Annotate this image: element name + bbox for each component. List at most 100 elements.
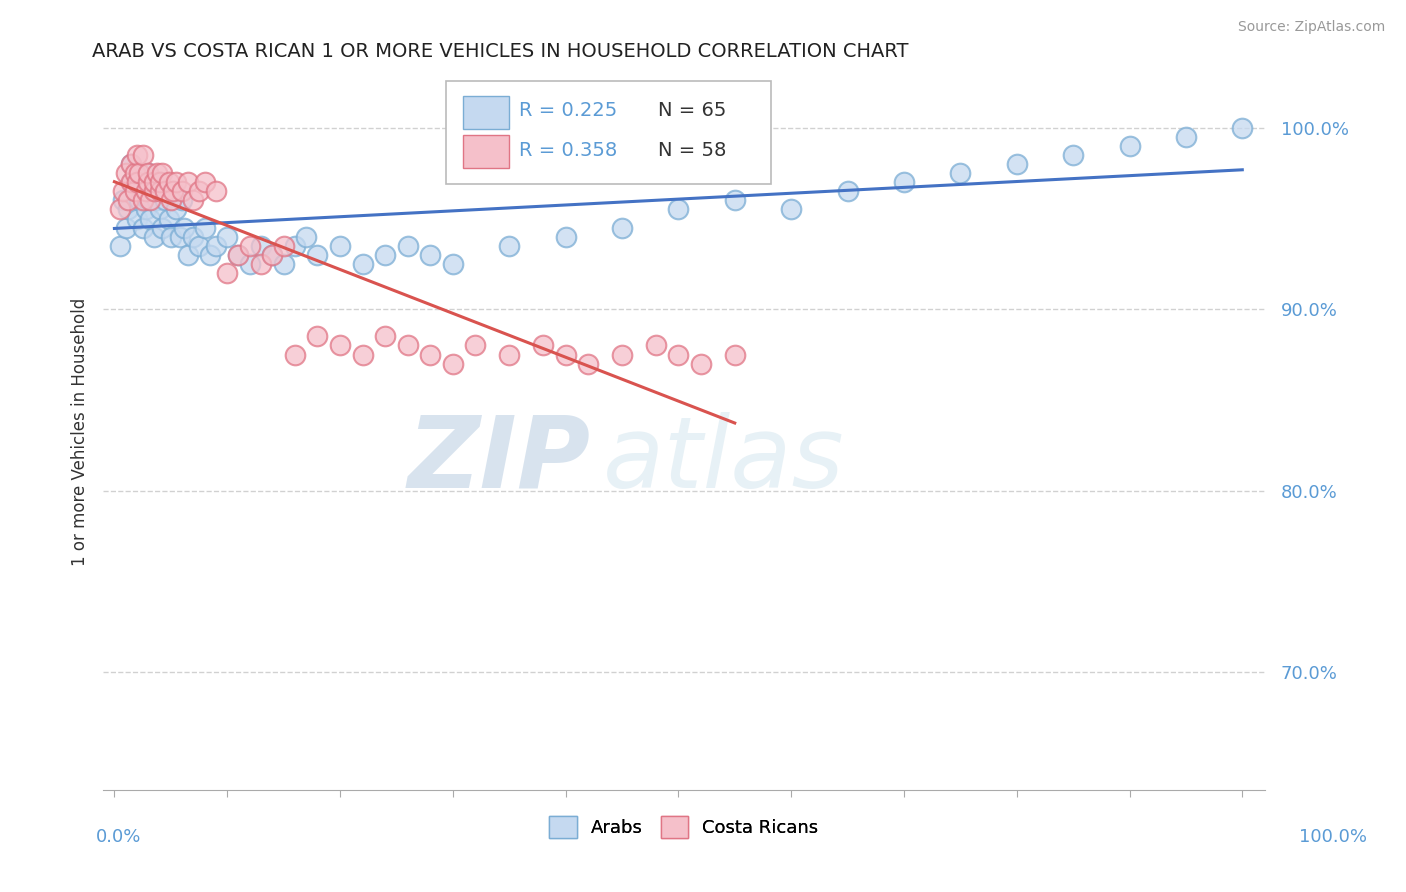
Point: [239, 257, 262, 271]
Point: [136, 166, 159, 180]
Point: [125, 175, 148, 189]
Point: [188, 238, 211, 252]
Point: [374, 248, 396, 262]
Point: [131, 194, 153, 208]
Point: [142, 175, 165, 189]
Point: [1005, 157, 1028, 171]
Point: [142, 184, 165, 198]
Point: [139, 194, 162, 208]
Point: [194, 220, 217, 235]
Point: [148, 175, 170, 189]
Point: [146, 194, 169, 208]
Point: [188, 184, 211, 198]
Point: [273, 238, 295, 252]
Point: [120, 157, 142, 171]
Point: [239, 238, 262, 252]
Point: [150, 166, 173, 180]
Point: [780, 202, 803, 217]
Point: [139, 211, 162, 226]
Point: [173, 220, 195, 235]
Point: [125, 166, 148, 180]
Point: [128, 166, 150, 180]
Point: [136, 175, 159, 189]
Point: [120, 175, 142, 189]
Point: [554, 347, 576, 361]
Point: [464, 338, 486, 352]
Point: [136, 194, 159, 208]
Point: [120, 157, 142, 171]
Point: [142, 184, 165, 198]
Point: [307, 329, 329, 343]
Point: [162, 184, 184, 198]
Point: [153, 194, 176, 208]
Point: [172, 194, 194, 208]
Text: Source: ZipAtlas.com: Source: ZipAtlas.com: [1237, 20, 1385, 34]
Point: [396, 238, 419, 252]
Point: [146, 166, 169, 180]
Point: [177, 175, 200, 189]
Point: [194, 175, 217, 189]
Point: [125, 211, 148, 226]
Point: [162, 184, 184, 198]
Point: [131, 175, 153, 189]
Point: [172, 184, 194, 198]
Point: [329, 238, 352, 252]
Point: [419, 248, 441, 262]
Point: [441, 257, 464, 271]
Point: [295, 229, 318, 244]
Point: [837, 184, 859, 198]
Point: [1118, 139, 1140, 153]
Point: [159, 194, 181, 208]
Point: [666, 347, 689, 361]
Point: [250, 238, 273, 252]
Point: [165, 175, 187, 189]
Point: [114, 166, 136, 180]
Point: [724, 194, 747, 208]
Point: [217, 266, 239, 280]
Point: [273, 257, 295, 271]
Point: [148, 184, 170, 198]
Point: [1174, 129, 1197, 144]
Point: [157, 175, 180, 189]
Point: [142, 229, 165, 244]
Point: [893, 175, 915, 189]
Text: 100.0%: 100.0%: [1299, 828, 1367, 846]
Point: [690, 357, 713, 371]
Point: [352, 257, 374, 271]
Point: [1062, 148, 1084, 162]
Text: 0.0%: 0.0%: [96, 828, 141, 846]
Y-axis label: 1 or more Vehicles in Household: 1 or more Vehicles in Household: [72, 297, 89, 566]
Point: [153, 184, 176, 198]
Point: [724, 347, 747, 361]
Legend: Arabs, Costa Ricans: Arabs, Costa Ricans: [543, 809, 825, 846]
Point: [117, 194, 139, 208]
Point: [284, 347, 307, 361]
Point: [262, 248, 284, 262]
Point: [217, 229, 239, 244]
Text: atlas: atlas: [603, 412, 844, 508]
Point: [108, 202, 131, 217]
Point: [159, 229, 181, 244]
Point: [666, 202, 689, 217]
Point: [329, 338, 352, 352]
Point: [117, 202, 139, 217]
Point: [262, 248, 284, 262]
Point: [352, 347, 374, 361]
Point: [498, 238, 520, 252]
Point: [135, 184, 157, 198]
Point: [1232, 120, 1254, 135]
Point: [112, 184, 135, 198]
FancyBboxPatch shape: [446, 80, 770, 185]
Text: R = 0.225: R = 0.225: [519, 101, 617, 120]
Text: ARAB VS COSTA RICAN 1 OR MORE VEHICLES IN HOUSEHOLD CORRELATION CHART: ARAB VS COSTA RICAN 1 OR MORE VEHICLES I…: [91, 42, 908, 61]
Point: [148, 175, 170, 189]
Point: [228, 248, 250, 262]
Point: [124, 184, 146, 198]
Point: [441, 357, 464, 371]
Point: [531, 338, 554, 352]
Point: [183, 194, 205, 208]
Point: [131, 220, 153, 235]
Point: [150, 220, 173, 235]
Point: [125, 148, 148, 162]
Point: [148, 202, 170, 217]
